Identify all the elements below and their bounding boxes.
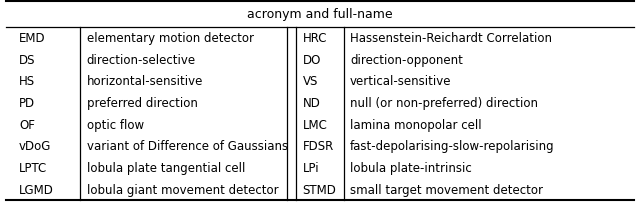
- Text: LPTC: LPTC: [19, 161, 47, 174]
- Text: vertical-sensitive: vertical-sensitive: [350, 75, 452, 88]
- Text: vDoG: vDoG: [19, 140, 51, 153]
- Text: LPi: LPi: [303, 161, 319, 174]
- Text: EMD: EMD: [19, 32, 45, 45]
- Text: LGMD: LGMD: [19, 183, 54, 196]
- Text: direction-selective: direction-selective: [86, 54, 196, 66]
- Text: PD: PD: [19, 97, 35, 109]
- Text: FDSR: FDSR: [303, 140, 333, 153]
- Text: small target movement detector: small target movement detector: [350, 183, 543, 196]
- Text: variant of Difference of Gaussians: variant of Difference of Gaussians: [86, 140, 288, 153]
- Text: direction-opponent: direction-opponent: [350, 54, 463, 66]
- Text: acronym and full-name: acronym and full-name: [247, 8, 393, 21]
- Text: Hassenstein-Reichardt Correlation: Hassenstein-Reichardt Correlation: [350, 32, 552, 45]
- Text: HRC: HRC: [303, 32, 327, 45]
- Text: STMD: STMD: [303, 183, 336, 196]
- Text: horizontal-sensitive: horizontal-sensitive: [86, 75, 203, 88]
- Text: preferred direction: preferred direction: [86, 97, 198, 109]
- Text: DO: DO: [303, 54, 321, 66]
- Text: elementary motion detector: elementary motion detector: [86, 32, 253, 45]
- Text: OF: OF: [19, 118, 35, 131]
- Text: optic flow: optic flow: [86, 118, 144, 131]
- Text: ND: ND: [303, 97, 320, 109]
- Text: DS: DS: [19, 54, 35, 66]
- Text: LMC: LMC: [303, 118, 327, 131]
- Text: lamina monopolar cell: lamina monopolar cell: [350, 118, 482, 131]
- Text: null (or non-preferred) direction: null (or non-preferred) direction: [350, 97, 538, 109]
- Text: VS: VS: [303, 75, 318, 88]
- Text: fast-depolarising-slow-repolarising: fast-depolarising-slow-repolarising: [350, 140, 555, 153]
- Text: lobula plate-intrinsic: lobula plate-intrinsic: [350, 161, 472, 174]
- Text: lobula giant movement detector: lobula giant movement detector: [86, 183, 278, 196]
- Text: HS: HS: [19, 75, 35, 88]
- Text: lobula plate tangential cell: lobula plate tangential cell: [86, 161, 245, 174]
